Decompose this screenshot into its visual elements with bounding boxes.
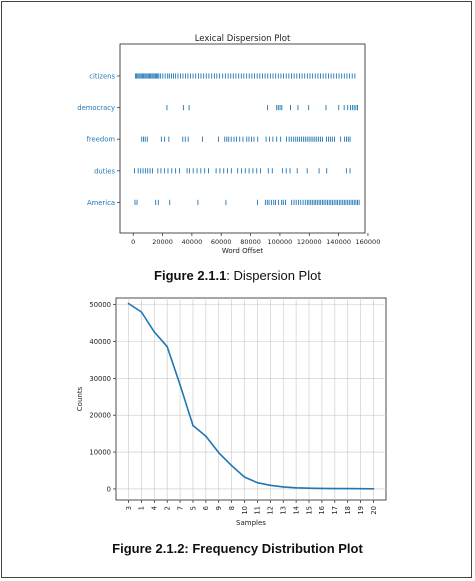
figure-1-caption-text: : Dispersion Plot	[226, 268, 321, 283]
y-tick-label: duties	[94, 167, 115, 175]
y-tick-label: America	[87, 199, 115, 207]
series-freedom	[141, 136, 351, 142]
x-tick-label: 13	[280, 506, 288, 515]
figure-2-caption: Figure 2.1.2: Frequency Distribution Plo…	[112, 541, 363, 556]
data-point	[192, 424, 194, 427]
plot-frame	[115, 297, 387, 501]
x-tick-label: 140000	[326, 238, 351, 246]
data-point	[346, 487, 349, 490]
y-tick-label: freedom	[87, 136, 116, 144]
data-point	[282, 486, 285, 488]
x-tick-label: 11	[254, 506, 262, 515]
dispersion-plot: Lexical Dispersion Plot Word Offset 0 20000…	[77, 34, 381, 255]
x-tick-label: 0	[131, 238, 135, 246]
x-tick-label: 60000	[211, 238, 232, 246]
x-tick-label: 20000	[152, 238, 173, 246]
data-point	[269, 484, 272, 487]
data-point	[153, 331, 156, 333]
x-tick-label: 160000	[356, 238, 381, 246]
x-tick-label: 7	[176, 506, 184, 510]
x-tick-label: 17	[331, 506, 339, 515]
y-tick-label: citizens	[89, 73, 115, 81]
frequency-line	[128, 302, 374, 490]
x-tick-label: 6	[202, 506, 210, 510]
x-tick-label: 1	[138, 506, 146, 510]
x-tick-label: 80000	[240, 238, 261, 246]
x-tick-label: 120000	[297, 238, 322, 246]
x-tick-label: 4	[151, 506, 159, 510]
y-tick-label: democracy	[77, 104, 115, 112]
x-tick-label: 100000	[267, 238, 292, 246]
data-point	[140, 311, 143, 313]
x-tick-label: 12	[267, 506, 275, 515]
x-tick-label: 18	[344, 506, 352, 515]
x-tick-label: 15	[305, 506, 313, 515]
x-tick-label: 19	[357, 506, 365, 515]
x-tick-label: 3	[125, 506, 133, 510]
data-point	[372, 487, 375, 490]
y-axis-label: Counts	[76, 386, 84, 411]
data-point	[217, 452, 220, 454]
series-duties	[134, 168, 351, 174]
x-axis-label: Samples	[236, 519, 266, 527]
y-tick-label: 40000	[89, 338, 111, 346]
data-point	[359, 487, 362, 490]
y-tick-label: 10000	[89, 448, 111, 456]
x-tick-label: 2	[163, 506, 171, 510]
figure-1-caption: Figure 2.1.1: Dispersion Plot	[0, 268, 475, 283]
data-point	[308, 487, 310, 490]
x-tick-label: 14	[292, 506, 300, 515]
data-point	[334, 487, 336, 490]
data-point	[256, 481, 259, 484]
data-point	[295, 487, 297, 489]
chart-title: Lexical Dispersion Plot	[195, 34, 291, 44]
data-point	[179, 384, 181, 386]
data-point	[321, 487, 323, 490]
data-point	[127, 302, 130, 305]
x-tick-label: 16	[318, 506, 326, 515]
figure-1-caption-label: Figure 2.1.1	[154, 268, 227, 283]
series-democracy	[166, 105, 358, 111]
data-point	[230, 464, 233, 467]
x-tick-label: 5	[189, 506, 197, 510]
data-point	[205, 435, 207, 438]
x-tick-label: 10	[241, 506, 249, 515]
y-tick-label: 0	[107, 485, 111, 493]
x-axis-label: Word Offset	[222, 247, 264, 255]
x-tick-label: 8	[228, 506, 236, 510]
data-point	[166, 345, 168, 348]
x-tick-label: 40000	[182, 238, 203, 246]
series-America	[134, 199, 360, 205]
y-tick-label: 20000	[89, 412, 111, 420]
plot-frame	[119, 43, 366, 234]
x-tick-label: 9	[215, 506, 223, 510]
series-citizens	[134, 73, 356, 79]
y-tick-label: 30000	[89, 375, 111, 383]
x-tick-label: 20	[370, 506, 378, 515]
y-tick-label: 50000	[89, 301, 111, 309]
data-point	[243, 476, 246, 478]
